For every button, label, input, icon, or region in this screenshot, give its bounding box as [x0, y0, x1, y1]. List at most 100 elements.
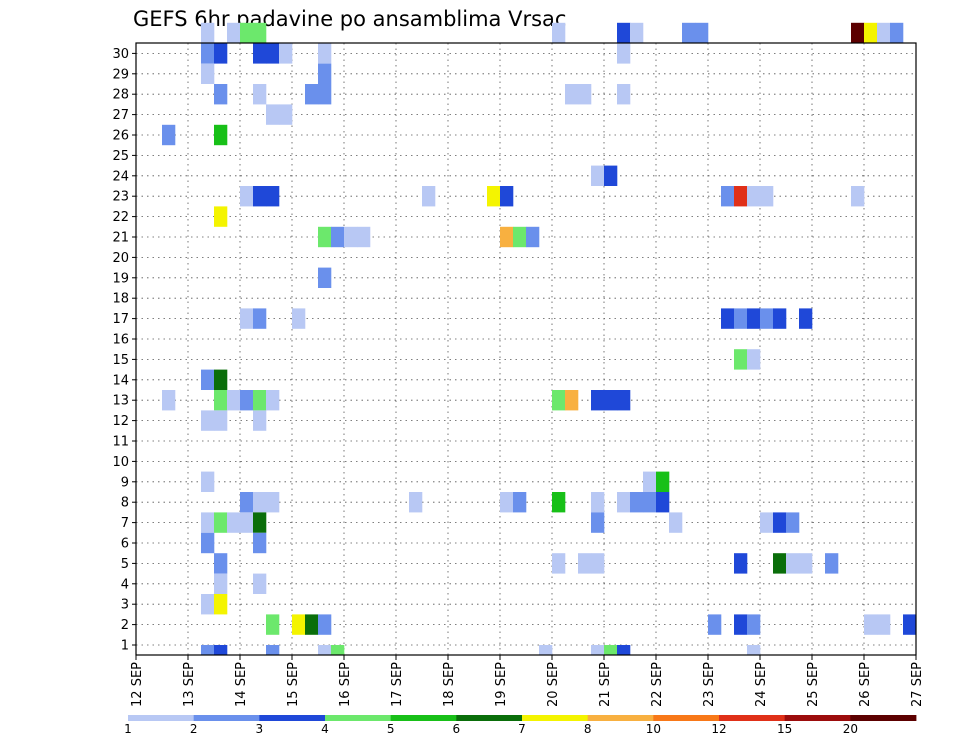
- heatmap-cell: [721, 308, 735, 329]
- x-axis-ticks: 12 SEP 13 SEP 14 SEP 15 SEP 16 SEP 17 SEP 18 S…: [130, 655, 925, 707]
- heatmap-cell: [318, 645, 332, 655]
- heatmap-cell: [201, 410, 215, 431]
- y-tick-label: 14: [112, 373, 129, 388]
- heatmap-cell: [747, 614, 761, 635]
- heatmap-cell: [617, 84, 631, 105]
- heatmap-cell: [318, 226, 332, 248]
- heatmap-cell: [344, 226, 358, 248]
- heatmap-cell: [604, 390, 618, 411]
- y-tick-label: 25: [112, 149, 129, 164]
- heatmap-cell: [864, 22, 878, 44]
- x-tick-label: 26 SEP: [858, 662, 873, 707]
- heatmap-cell: [825, 553, 839, 574]
- colorbar-swatch: [259, 715, 326, 721]
- x-tick-label: 25 SEP: [806, 662, 821, 707]
- heatmap-cell: [786, 512, 800, 533]
- heatmap-cell: [201, 22, 215, 44]
- heatmap-cell: [565, 84, 579, 105]
- heatmap-cell: [591, 165, 605, 186]
- colorbar-label: 5: [387, 722, 395, 736]
- heatmap-cell: [695, 22, 709, 44]
- heatmap-cell: [214, 124, 228, 146]
- heatmap-cell: [214, 645, 228, 655]
- x-tick-label: 27 SEP: [910, 662, 925, 707]
- heatmap-cell: [227, 390, 241, 411]
- colorbar-swatch: [456, 715, 523, 721]
- heatmap-cells: [162, 22, 917, 655]
- heatmap-cell: [214, 512, 228, 533]
- heatmap-cell: [201, 471, 215, 492]
- y-tick-label: 17: [112, 312, 129, 327]
- heatmap-cell: [240, 492, 254, 513]
- heatmap-cell: [214, 43, 228, 64]
- heatmap-cell: [201, 594, 215, 615]
- heatmap-cell: [656, 492, 670, 513]
- x-tick-label: 24 SEP: [754, 662, 769, 707]
- heatmap-cell: [643, 492, 657, 513]
- heatmap-cell: [318, 43, 332, 64]
- heatmap-cell: [630, 492, 644, 513]
- x-tick-label: 13 SEP: [182, 662, 197, 707]
- y-tick-label: 7: [121, 516, 129, 531]
- heatmap-cell: [214, 553, 228, 574]
- heatmap-cell: [214, 390, 228, 411]
- x-tick-label: 15 SEP: [286, 662, 301, 707]
- colorbar-label: 20: [843, 722, 858, 736]
- heatmap-cell: [266, 43, 280, 64]
- heatmap-cell: [266, 104, 280, 125]
- y-tick-label: 29: [112, 67, 129, 82]
- heatmap-cell: [851, 22, 865, 44]
- heatmap-cell: [162, 390, 176, 411]
- y-tick-label: 12: [112, 414, 129, 429]
- colorbar-swatch: [390, 715, 457, 721]
- heatmap-cell: [890, 22, 904, 44]
- heatmap-cell: [734, 614, 748, 635]
- heatmap-cell: [760, 512, 774, 533]
- heatmap-cell: [253, 573, 267, 594]
- y-tick-label: 30: [112, 47, 129, 62]
- heatmap-cell: [773, 512, 787, 533]
- heatmap-cell: [305, 84, 319, 105]
- heatmap-cell: [201, 63, 215, 84]
- heatmap-cell: [422, 186, 436, 207]
- x-tick-label: 20 SEP: [546, 662, 561, 707]
- heatmap-cell: [669, 512, 683, 533]
- heatmap-cell: [266, 614, 280, 635]
- colorbar-label: 4: [321, 722, 329, 736]
- x-tick-label: 17 SEP: [390, 662, 405, 707]
- heatmap-cell: [201, 369, 215, 390]
- heatmap-cell: [721, 186, 735, 207]
- y-tick-label: 22: [112, 210, 129, 225]
- heatmap-cell: [903, 614, 917, 635]
- y-tick-label: 19: [112, 271, 129, 286]
- colorbar-label: 8: [584, 722, 592, 736]
- heatmap-cell: [591, 553, 605, 574]
- heatmap-cell: [253, 390, 267, 411]
- heatmap-cell: [734, 349, 748, 370]
- heatmap-cell: [747, 645, 761, 655]
- y-tick-label: 11: [112, 435, 129, 450]
- heatmap-cell: [617, 645, 631, 655]
- colorbar-label: 1: [124, 722, 132, 736]
- heatmap-cell: [201, 532, 215, 554]
- heatmap-cell: [201, 645, 215, 655]
- colorbar-swatch: [850, 715, 917, 721]
- heatmap-cell: [552, 492, 566, 513]
- heatmap-cell: [708, 614, 722, 635]
- heatmap-cell: [253, 22, 267, 44]
- x-tick-label: 22 SEP: [650, 662, 665, 707]
- heatmap-cell: [240, 22, 254, 44]
- x-tick-label: 23 SEP: [702, 662, 717, 707]
- heatmap-cell: [773, 308, 787, 329]
- y-tick-label: 16: [112, 333, 129, 348]
- heatmap-cell: [409, 492, 423, 513]
- heatmap-cell: [565, 390, 579, 411]
- heatmap-cell: [643, 471, 657, 492]
- heatmap-cell: [266, 492, 280, 513]
- heatmap-cell: [266, 390, 280, 411]
- y-axis-ticks: 1234567891011121314151617181920212223242…: [112, 47, 136, 654]
- heatmap-cell: [604, 165, 618, 186]
- heatmap-cell: [864, 614, 878, 635]
- heatmap-cell: [214, 594, 228, 615]
